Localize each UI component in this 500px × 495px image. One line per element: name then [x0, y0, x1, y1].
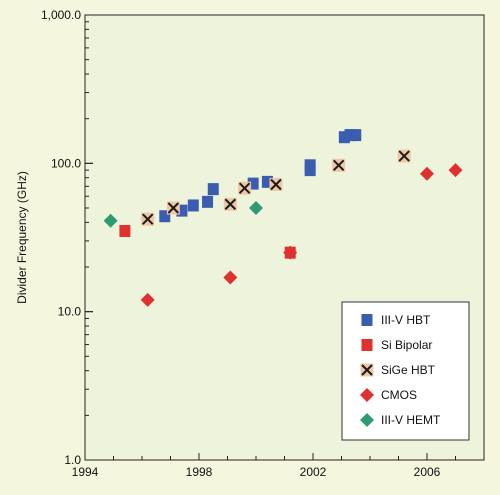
- data-point-sige-hbt: [141, 212, 155, 226]
- x-tick-label: 1994: [72, 465, 99, 479]
- data-point-iii-v-hbt: [247, 177, 259, 190]
- data-point-iii-v-hbt: [207, 183, 219, 196]
- data-point-iii-v-hbt: [350, 129, 362, 142]
- data-point-iii-v-hemt: [103, 213, 118, 228]
- legend-marker-cmos: [360, 388, 374, 402]
- legend-item-si-bipolar: Si Bipolar: [361, 338, 432, 352]
- data-points: [103, 129, 463, 307]
- data-point-iii-v-hemt: [249, 200, 263, 215]
- data-point-iii-v-hbt: [176, 204, 188, 217]
- data-point-cmos: [223, 270, 238, 285]
- legend-marker-sige-hbt: [360, 363, 374, 377]
- data-point-iii-v-hbt: [338, 131, 350, 144]
- y-axis-title: Divider Frequency (GHz): [15, 171, 29, 304]
- legend-item-cmos: CMOS: [360, 388, 417, 402]
- legend: III-V HBT Si Bipolar SiGe HBT CMOS III-V HEM…: [341, 301, 470, 441]
- data-point-iii-v-hbt: [304, 159, 316, 172]
- legend-label: CMOS: [381, 388, 417, 402]
- data-point-iii-v-hbt: [187, 199, 199, 212]
- data-point-cmos: [140, 292, 155, 307]
- data-point-sige-hbt: [269, 177, 283, 191]
- y-axis: 1.0 10.0 100.0 1,000.0: [41, 8, 93, 467]
- data-point-cmos: [283, 245, 298, 260]
- legend-label: III-V HEMT: [381, 413, 441, 427]
- y-tick-label: 1.0: [64, 453, 81, 467]
- x-axis: 1994 1998 2002 2006: [72, 453, 485, 479]
- y-tick-label: 10.0: [58, 305, 82, 319]
- legend-item-sige-hbt: SiGe HBT: [360, 363, 436, 377]
- x-tick-label: 2002: [300, 465, 327, 479]
- data-point-cmos: [448, 163, 463, 178]
- legend-item-iii-v-hbt: III-V HBT: [361, 313, 431, 327]
- data-point-iii-v-hbt: [344, 129, 356, 142]
- x-tick-label: 2006: [414, 465, 441, 479]
- data-point-sige-hbt: [397, 149, 411, 163]
- data-point-cmos: [420, 166, 434, 181]
- y-tick-label: 100.0: [51, 156, 81, 170]
- legend-item-iii-v-hemt: III-V HEMT: [360, 413, 441, 427]
- legend-marker-iii-v-hbt: [361, 314, 373, 326]
- data-point-iii-v-hbt: [261, 175, 273, 188]
- data-point-sige-hbt: [238, 181, 252, 195]
- legend-label: SiGe HBT: [381, 363, 436, 377]
- data-point-sige-hbt: [332, 158, 346, 172]
- legend-marker-si-bipolar: [361, 339, 373, 351]
- data-point-sige-hbt: [223, 197, 237, 211]
- legend-label: Si Bipolar: [381, 338, 432, 352]
- y-tick-label: 1,000.0: [41, 8, 81, 22]
- data-point-sige-hbt: [166, 201, 180, 215]
- x-tick-label: 1998: [186, 465, 213, 479]
- data-point-iii-v-hbt: [159, 210, 171, 223]
- legend-label: III-V HBT: [381, 313, 431, 327]
- data-point-iii-v-hbt: [202, 195, 214, 208]
- data-point-si-bipolar: [119, 224, 131, 237]
- legend-marker-iii-v-hemt: [360, 413, 374, 427]
